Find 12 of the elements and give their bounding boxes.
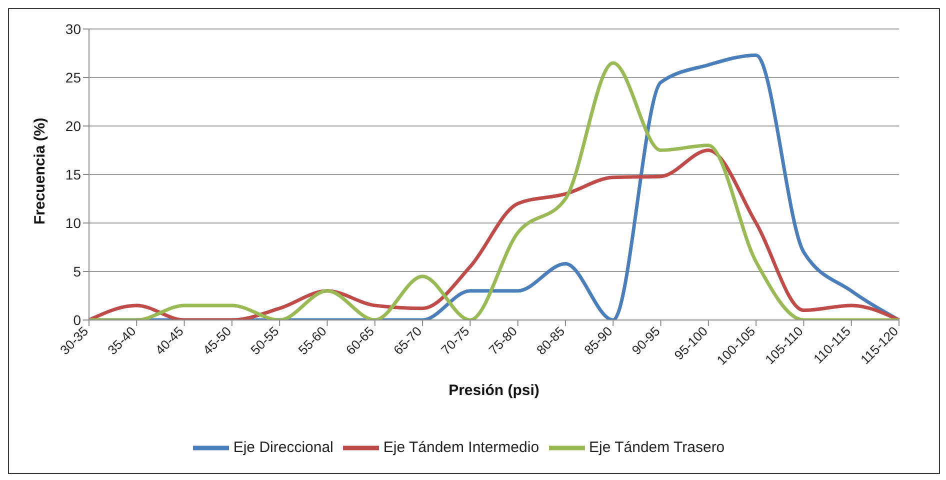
y-tick-label: 5 <box>73 263 82 280</box>
legend-label: Eje Direccional <box>233 438 334 456</box>
y-tick-label: 20 <box>65 118 82 134</box>
y-tick-label: 30 <box>65 20 82 37</box>
legend-label: Eje Tándem Trasero <box>589 438 725 456</box>
legend-label: Eje Tándem Intermedio <box>383 438 540 456</box>
y-tick-label: 10 <box>65 214 82 231</box>
y-axis-title: Frecuencia (%) <box>31 118 48 224</box>
x-axis-title: Presión (psi) <box>448 382 540 399</box>
y-tick-label: 0 <box>73 312 82 328</box>
y-tick-label: 25 <box>65 69 82 86</box>
y-tick-label: 15 <box>65 166 82 182</box>
